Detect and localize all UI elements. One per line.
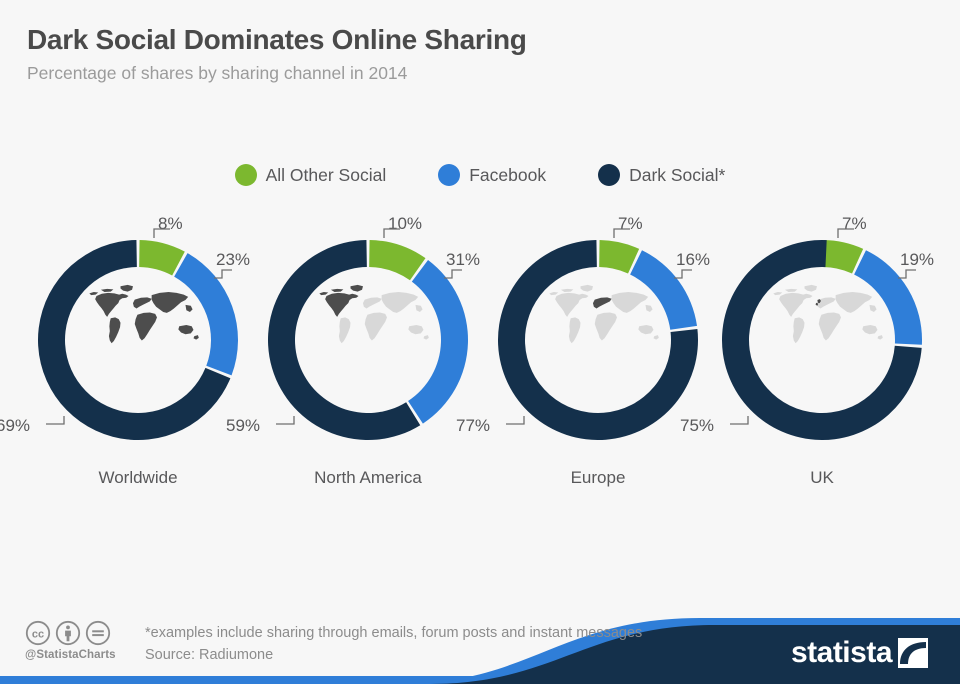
donut-chart[interactable]: 10% 31% 59% North America bbox=[226, 208, 488, 508]
donut-slice[interactable] bbox=[369, 240, 426, 281]
donut-slice[interactable] bbox=[630, 250, 698, 330]
world-map-icon bbox=[549, 284, 659, 344]
donut-chart[interactable]: 8% 23% 69% Worldwide bbox=[0, 208, 258, 508]
donut-chart[interactable]: 7% 19% 75% UK bbox=[680, 208, 942, 508]
legend-item-label: Dark Social* bbox=[629, 164, 726, 185]
statista-wordmark: statista bbox=[790, 636, 893, 669]
slice-value-label: 75% bbox=[680, 416, 715, 435]
slice-value-label: 31% bbox=[446, 250, 481, 269]
world-map-icon bbox=[89, 284, 199, 344]
slice-value-label: 69% bbox=[0, 416, 31, 435]
donut-slice[interactable] bbox=[139, 240, 185, 276]
slice-value-label: 59% bbox=[226, 416, 261, 435]
chart-legend: All Other Social Facebook Dark Social* bbox=[0, 164, 960, 186]
slice-value-label: 77% bbox=[456, 416, 491, 435]
donut-ring bbox=[722, 240, 922, 440]
statista-logo[interactable]: statista bbox=[791, 638, 928, 668]
region-label: Europe bbox=[570, 468, 626, 487]
donut-ring bbox=[268, 240, 468, 440]
no-derivatives-icon bbox=[85, 620, 111, 646]
footer bbox=[0, 600, 960, 684]
source-text: Source: Radiumone bbox=[145, 647, 274, 663]
footer-text-block: *examples include sharing through emails… bbox=[145, 622, 642, 666]
donut-slice[interactable] bbox=[408, 260, 468, 424]
donut-chart-row: 8% 23% 69% Worldwide 10% 31% 59% North America 7… bbox=[0, 208, 960, 508]
world-map-icon bbox=[773, 284, 883, 344]
cc-icon-group: cc bbox=[25, 620, 135, 646]
donut-ring bbox=[38, 240, 238, 440]
footer-swoosh-graphic bbox=[0, 618, 960, 684]
slice-value-label: 23% bbox=[216, 250, 251, 269]
page-title: Dark Social Dominates Online Sharing bbox=[27, 24, 527, 55]
statista-handle: @StatistaCharts bbox=[25, 649, 116, 661]
svg-text:cc: cc bbox=[32, 629, 44, 641]
attribution-icon bbox=[55, 620, 81, 646]
page-subtitle: Percentage of shares by sharing channel … bbox=[27, 63, 408, 83]
donut-slice[interactable] bbox=[174, 253, 238, 376]
region-label: North America bbox=[314, 468, 422, 487]
slice-value-label: 7% bbox=[618, 214, 643, 233]
legend-item[interactable]: Facebook bbox=[438, 164, 546, 186]
legend-item[interactable]: Dark Social* bbox=[598, 164, 725, 186]
slice-value-label: 16% bbox=[676, 250, 711, 269]
legend-swatch-icon bbox=[234, 164, 257, 186]
legend-swatch-icon bbox=[598, 164, 621, 186]
donut-slice[interactable] bbox=[599, 240, 640, 274]
legend-item-label: Facebook bbox=[469, 164, 547, 185]
statista-mark-icon bbox=[898, 638, 928, 668]
legend-item-label: All Other Social bbox=[265, 164, 387, 185]
creative-commons-icon: cc bbox=[25, 620, 51, 646]
slice-value-label: 8% bbox=[158, 214, 183, 233]
region-label: Worldwide bbox=[98, 468, 178, 487]
slice-value-label: 19% bbox=[900, 250, 935, 269]
donut-slice[interactable] bbox=[854, 250, 922, 345]
world-map-icon bbox=[319, 284, 429, 344]
slice-value-label: 10% bbox=[388, 214, 423, 233]
donut-slice[interactable] bbox=[268, 240, 421, 440]
header: Dark Social Dominates Online Sharing Per… bbox=[27, 22, 527, 86]
legend-swatch-icon bbox=[438, 164, 461, 186]
donut-slice[interactable] bbox=[823, 240, 864, 274]
creative-commons-block: cc @StatistaCharts bbox=[25, 620, 135, 661]
footnote-text: *examples include sharing through emails… bbox=[145, 625, 643, 641]
legend-item[interactable]: All Other Social bbox=[234, 164, 387, 186]
donut-chart[interactable]: 7% 16% 77% Europe bbox=[456, 208, 718, 508]
region-label: UK bbox=[810, 468, 834, 487]
slice-value-label: 7% bbox=[842, 214, 867, 233]
donut-ring bbox=[498, 240, 698, 440]
